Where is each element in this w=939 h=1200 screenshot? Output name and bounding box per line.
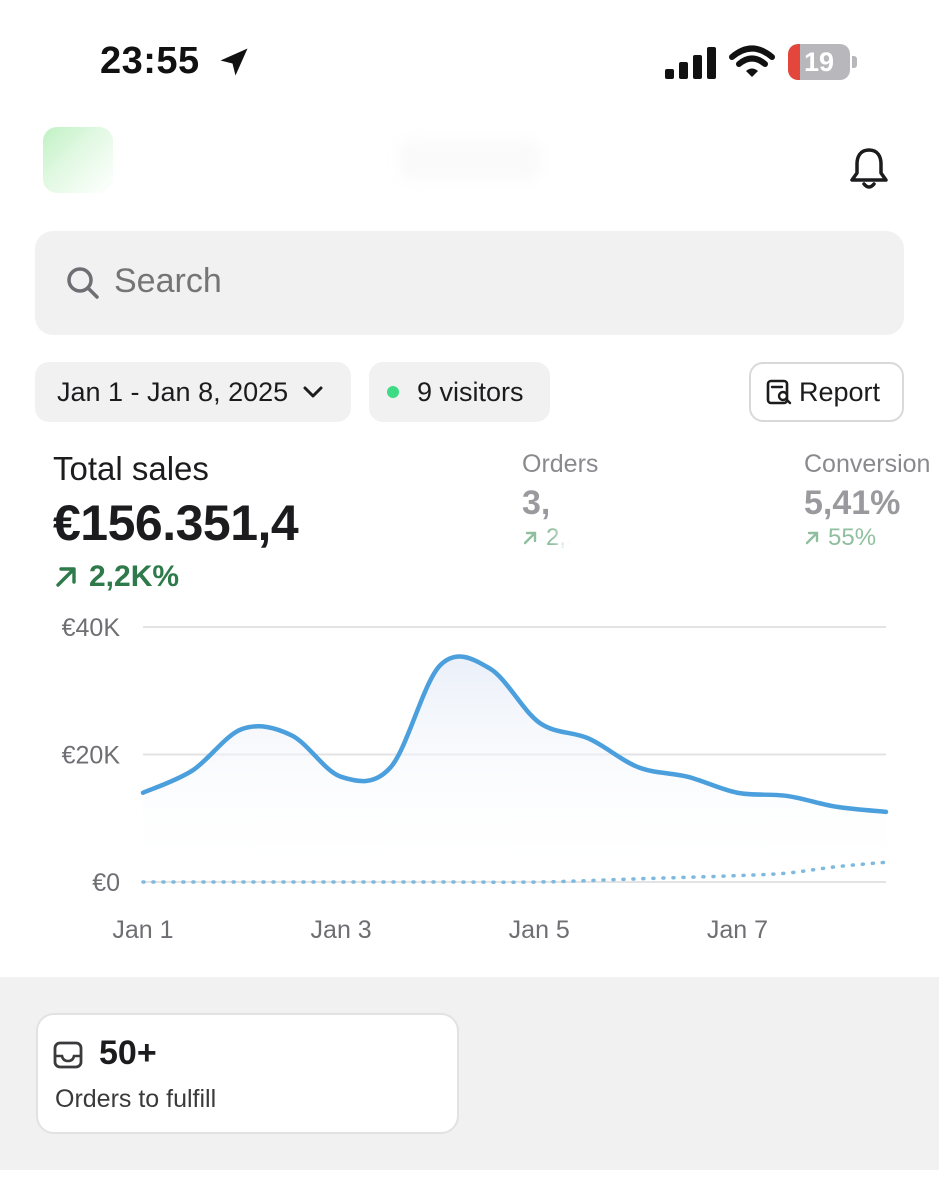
live-visitors-button[interactable]: 9 visitors	[369, 362, 550, 422]
report-button[interactable]: Report	[749, 362, 904, 422]
live-dot-icon	[387, 386, 399, 398]
orders-label: Orders	[522, 450, 599, 478]
date-range-label: Jan 1 - Jan 8, 2025	[57, 376, 289, 407]
y-tick-label: €40K	[62, 614, 121, 642]
total-sales-value: €156.351,4	[53, 495, 299, 551]
sales-line-chart: €40K €20K €0 Jan 1 Jan 3 Jan 5 Jan 7	[62, 614, 889, 944]
date-range-selector[interactable]: Jan 1 - Jan 8, 2025	[35, 362, 351, 422]
y-tick-label: €0	[92, 869, 120, 897]
visitors-label: 9 visitors	[417, 376, 524, 407]
battery-percent: 19	[803, 47, 835, 77]
store-name	[400, 140, 540, 180]
location-arrow-icon	[220, 48, 248, 76]
battery-indicator: 19	[788, 44, 850, 80]
sales-line-previous	[141, 860, 888, 884]
search-input[interactable]	[114, 262, 814, 301]
orders-to-fulfill-label: Orders to fulfill	[55, 1085, 217, 1113]
orders-value: 3,	[522, 484, 551, 522]
x-tick-label: Jan 5	[509, 916, 570, 944]
arrow-up-right-icon	[805, 531, 819, 545]
bell-icon[interactable]	[843, 142, 895, 194]
report-icon	[766, 379, 792, 405]
arrow-up-right-icon	[523, 531, 537, 545]
total-sales-label: Total sales	[53, 450, 209, 487]
total-sales-change-value: 2,2K%	[89, 560, 180, 593]
conversion-value: 5,41%	[804, 484, 901, 522]
sales-area	[143, 656, 886, 882]
redacted-patch	[560, 484, 630, 554]
orders-to-fulfill-card[interactable]	[36, 1013, 459, 1134]
y-tick-label: €20K	[62, 742, 121, 770]
cellular-signal-icon	[665, 47, 716, 79]
x-tick-label: Jan 7	[707, 916, 768, 944]
inbox-icon	[53, 1041, 83, 1069]
status-time: 23:55	[100, 40, 200, 82]
conversion-label: Conversion	[804, 450, 931, 478]
store-logo[interactable]	[43, 127, 113, 193]
total-sales-change: 2,2K%	[53, 560, 179, 594]
battery-tip	[852, 56, 857, 68]
arrow-up-right-icon	[56, 567, 76, 587]
report-label: Report	[799, 376, 881, 407]
wifi-icon	[729, 45, 775, 77]
sales-line-current	[140, 654, 889, 815]
x-tick-label: Jan 1	[112, 916, 173, 944]
x-tick-label: Jan 3	[311, 916, 372, 944]
chevron-down-icon	[303, 386, 323, 398]
search-icon	[67, 267, 99, 299]
battery-fill	[788, 44, 800, 80]
orders-to-fulfill-count: 50+	[99, 1034, 157, 1072]
conversion-change-value: 55%	[828, 524, 877, 551]
conversion-change: 55%	[804, 524, 876, 552]
